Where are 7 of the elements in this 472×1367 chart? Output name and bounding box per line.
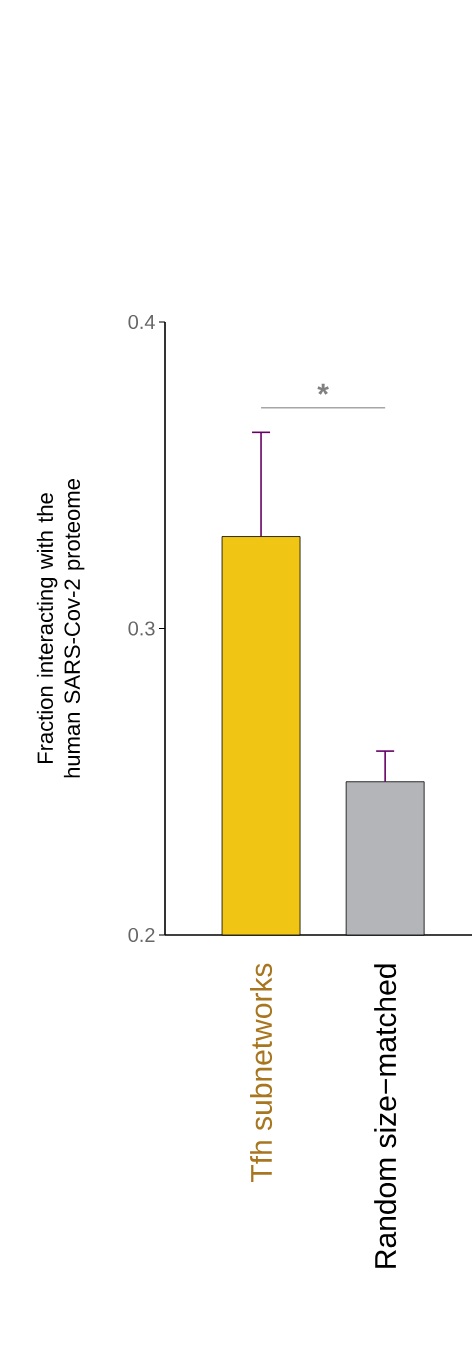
y-tick-label: 0.4 [128,314,155,330]
annotation: * [317,383,329,395]
x-tick-label: Random size−matched [374,964,397,1268]
y-axis-title: Fraction interacting with the human SARS-Cov-2 proteome [36,479,85,778]
x-tick-label: Tfh subnetworks [250,963,273,1182]
y-tick-label: 0.2 [128,927,155,943]
y-tick-label: 0.3 [128,621,155,636]
